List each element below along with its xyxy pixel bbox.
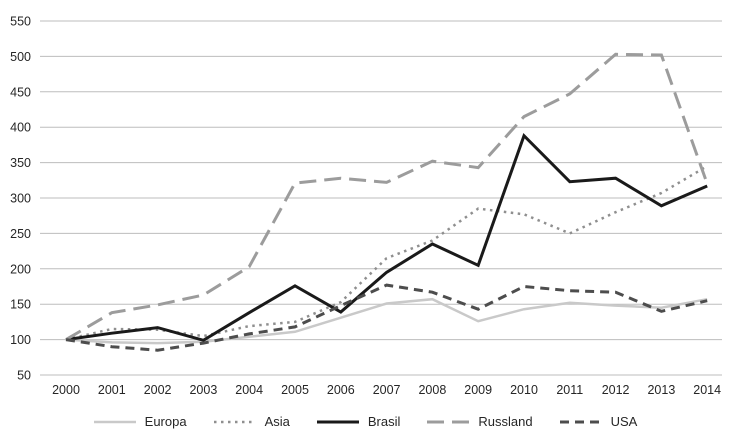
series-line-russland: [65, 52, 709, 341]
legend-item-usa: USA: [559, 414, 638, 429]
y-tick-label: 400: [10, 121, 31, 135]
x-tick-label: 2003: [189, 383, 217, 397]
legend-swatch-europa-icon: [93, 420, 136, 423]
x-tick-label: 2004: [235, 383, 263, 397]
x-tick-label: 2002: [144, 383, 172, 397]
series-line-europa: [65, 297, 708, 345]
legend-item-europa: Europa: [93, 414, 187, 429]
series-line-brasil: [65, 132, 708, 342]
y-axis-tick-labels: 50 100 150 200 250 300 350 400 450 500 550: [10, 15, 31, 383]
legend-label: Russland: [478, 414, 533, 429]
x-tick-label: 2009: [464, 383, 492, 397]
y-tick-label: 100: [10, 333, 31, 347]
legend-item-brasil: Brasil: [316, 414, 401, 429]
series-lines: [65, 52, 709, 352]
legend-swatch-russland-icon: [427, 420, 470, 423]
x-tick-label: 2000: [52, 383, 80, 397]
x-tick-label: 2008: [418, 383, 446, 397]
legend-swatch-asia-icon: [213, 420, 256, 423]
y-tick-label: 350: [10, 156, 31, 170]
legend-label: USA: [610, 414, 638, 429]
x-tick-label: 2007: [373, 383, 401, 397]
chart-legend: Europa Asia Brasil Russland USA: [0, 414, 730, 429]
x-tick-label: 2013: [647, 383, 675, 397]
y-tick-label: 500: [10, 50, 31, 64]
legend-item-russland: Russland: [426, 414, 533, 429]
y-tick-label: 150: [10, 298, 31, 312]
legend-swatch-usa-icon: [559, 420, 602, 423]
gridlines: [40, 20, 722, 376]
y-tick-label: 550: [10, 15, 31, 29]
x-tick-label: 2010: [510, 383, 538, 397]
y-tick-label: 300: [10, 192, 31, 206]
series-line-usa: [65, 283, 708, 352]
legend-item-asia: Asia: [213, 414, 290, 429]
y-tick-label: 50: [17, 369, 31, 383]
x-tick-label: 2014: [693, 383, 721, 397]
x-tick-label: 2001: [98, 383, 126, 397]
y-tick-label: 250: [10, 227, 31, 241]
y-tick-label: 200: [10, 262, 31, 276]
legend-swatch-brasil-icon: [316, 420, 359, 423]
legend-label: Asia: [264, 414, 290, 429]
x-tick-label: 2005: [281, 383, 309, 397]
x-tick-label: 2006: [327, 383, 355, 397]
x-tick-label: 2011: [556, 383, 583, 397]
x-tick-label: 2012: [602, 383, 630, 397]
legend-label: Brasil: [367, 414, 401, 429]
legend-label: Europa: [144, 414, 187, 429]
series-line-asia: [65, 165, 708, 341]
y-tick-label: 450: [10, 85, 31, 99]
x-axis-tick-labels: 2000 2001 2002 2003 2004 2005 2006 2007 2008 2009…: [52, 383, 721, 397]
